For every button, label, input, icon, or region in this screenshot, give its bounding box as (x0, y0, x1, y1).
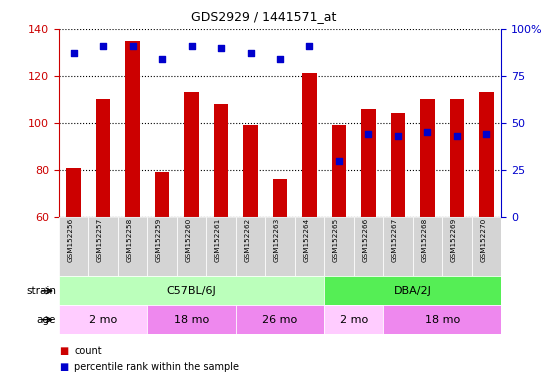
Text: DBA/2J: DBA/2J (394, 286, 432, 296)
Text: GSM152268: GSM152268 (422, 218, 427, 262)
Point (276, 56, 284, 62)
Text: GSM152267: GSM152267 (392, 218, 398, 262)
Text: GSM152265: GSM152265 (333, 218, 339, 262)
Bar (332, 125, 346, 217)
Text: GSM152258: GSM152258 (127, 218, 133, 262)
Text: GSM152264: GSM152264 (304, 218, 310, 262)
Text: GSM152266: GSM152266 (362, 218, 368, 262)
Bar (472, 217, 501, 276)
Bar (147, 217, 177, 276)
Point (69, 50, 78, 56)
Bar (324, 305, 383, 334)
Bar (324, 217, 354, 276)
Bar (177, 217, 206, 276)
Text: 2 mo: 2 mo (89, 314, 117, 325)
Bar (450, 99, 464, 217)
Point (423, 129, 432, 136)
Bar (479, 92, 494, 217)
Point (187, 43, 196, 49)
Text: 2 mo: 2 mo (339, 314, 368, 325)
Text: GSM152262: GSM152262 (245, 218, 250, 262)
Text: 26 mo: 26 mo (263, 314, 297, 325)
Bar (236, 217, 265, 276)
Bar (354, 217, 383, 276)
Point (334, 157, 343, 164)
Bar (273, 179, 287, 217)
Text: GSM152263: GSM152263 (274, 218, 280, 262)
Text: C57BL/6J: C57BL/6J (167, 286, 216, 296)
Bar (147, 305, 236, 334)
Bar (413, 217, 442, 276)
Bar (390, 114, 405, 217)
Bar (361, 109, 376, 217)
Bar (59, 276, 324, 305)
Text: ■: ■ (59, 362, 68, 372)
Text: GSM152269: GSM152269 (451, 218, 457, 262)
Point (157, 56, 166, 62)
Bar (295, 217, 324, 276)
Point (128, 43, 137, 49)
Point (217, 45, 226, 51)
Bar (206, 217, 236, 276)
Point (364, 131, 373, 137)
Point (305, 43, 314, 49)
Bar (302, 73, 317, 217)
Bar (442, 217, 472, 276)
Text: percentile rank within the sample: percentile rank within the sample (74, 362, 240, 372)
Bar (66, 167, 81, 217)
Text: GSM152261: GSM152261 (215, 218, 221, 262)
Text: 18 mo: 18 mo (174, 314, 209, 325)
Bar (59, 217, 88, 276)
Text: GSM152259: GSM152259 (156, 218, 162, 262)
Bar (383, 217, 413, 276)
Text: count: count (74, 346, 102, 356)
Bar (118, 217, 147, 276)
Text: GSM152257: GSM152257 (97, 218, 103, 262)
Text: strain: strain (26, 286, 56, 296)
Text: GSM152256: GSM152256 (68, 218, 73, 262)
Point (246, 50, 255, 56)
Bar (155, 172, 169, 217)
Bar (184, 92, 199, 217)
Bar (420, 99, 435, 217)
Text: GSM152260: GSM152260 (185, 218, 192, 262)
Bar (213, 104, 228, 217)
Bar (383, 305, 501, 334)
Bar (59, 305, 147, 334)
Point (99, 43, 108, 49)
Text: GDS2929 / 1441571_at: GDS2929 / 1441571_at (190, 10, 336, 23)
Text: ■: ■ (59, 346, 68, 356)
Point (452, 133, 461, 139)
Bar (324, 276, 501, 305)
Bar (243, 125, 258, 217)
Bar (265, 217, 295, 276)
Text: age: age (36, 314, 56, 325)
Text: 18 mo: 18 mo (424, 314, 460, 325)
Text: GSM152270: GSM152270 (480, 218, 487, 262)
Bar (88, 217, 118, 276)
Bar (125, 41, 140, 217)
Point (482, 131, 491, 137)
Bar (236, 305, 324, 334)
Point (394, 133, 403, 139)
Bar (96, 99, 110, 217)
